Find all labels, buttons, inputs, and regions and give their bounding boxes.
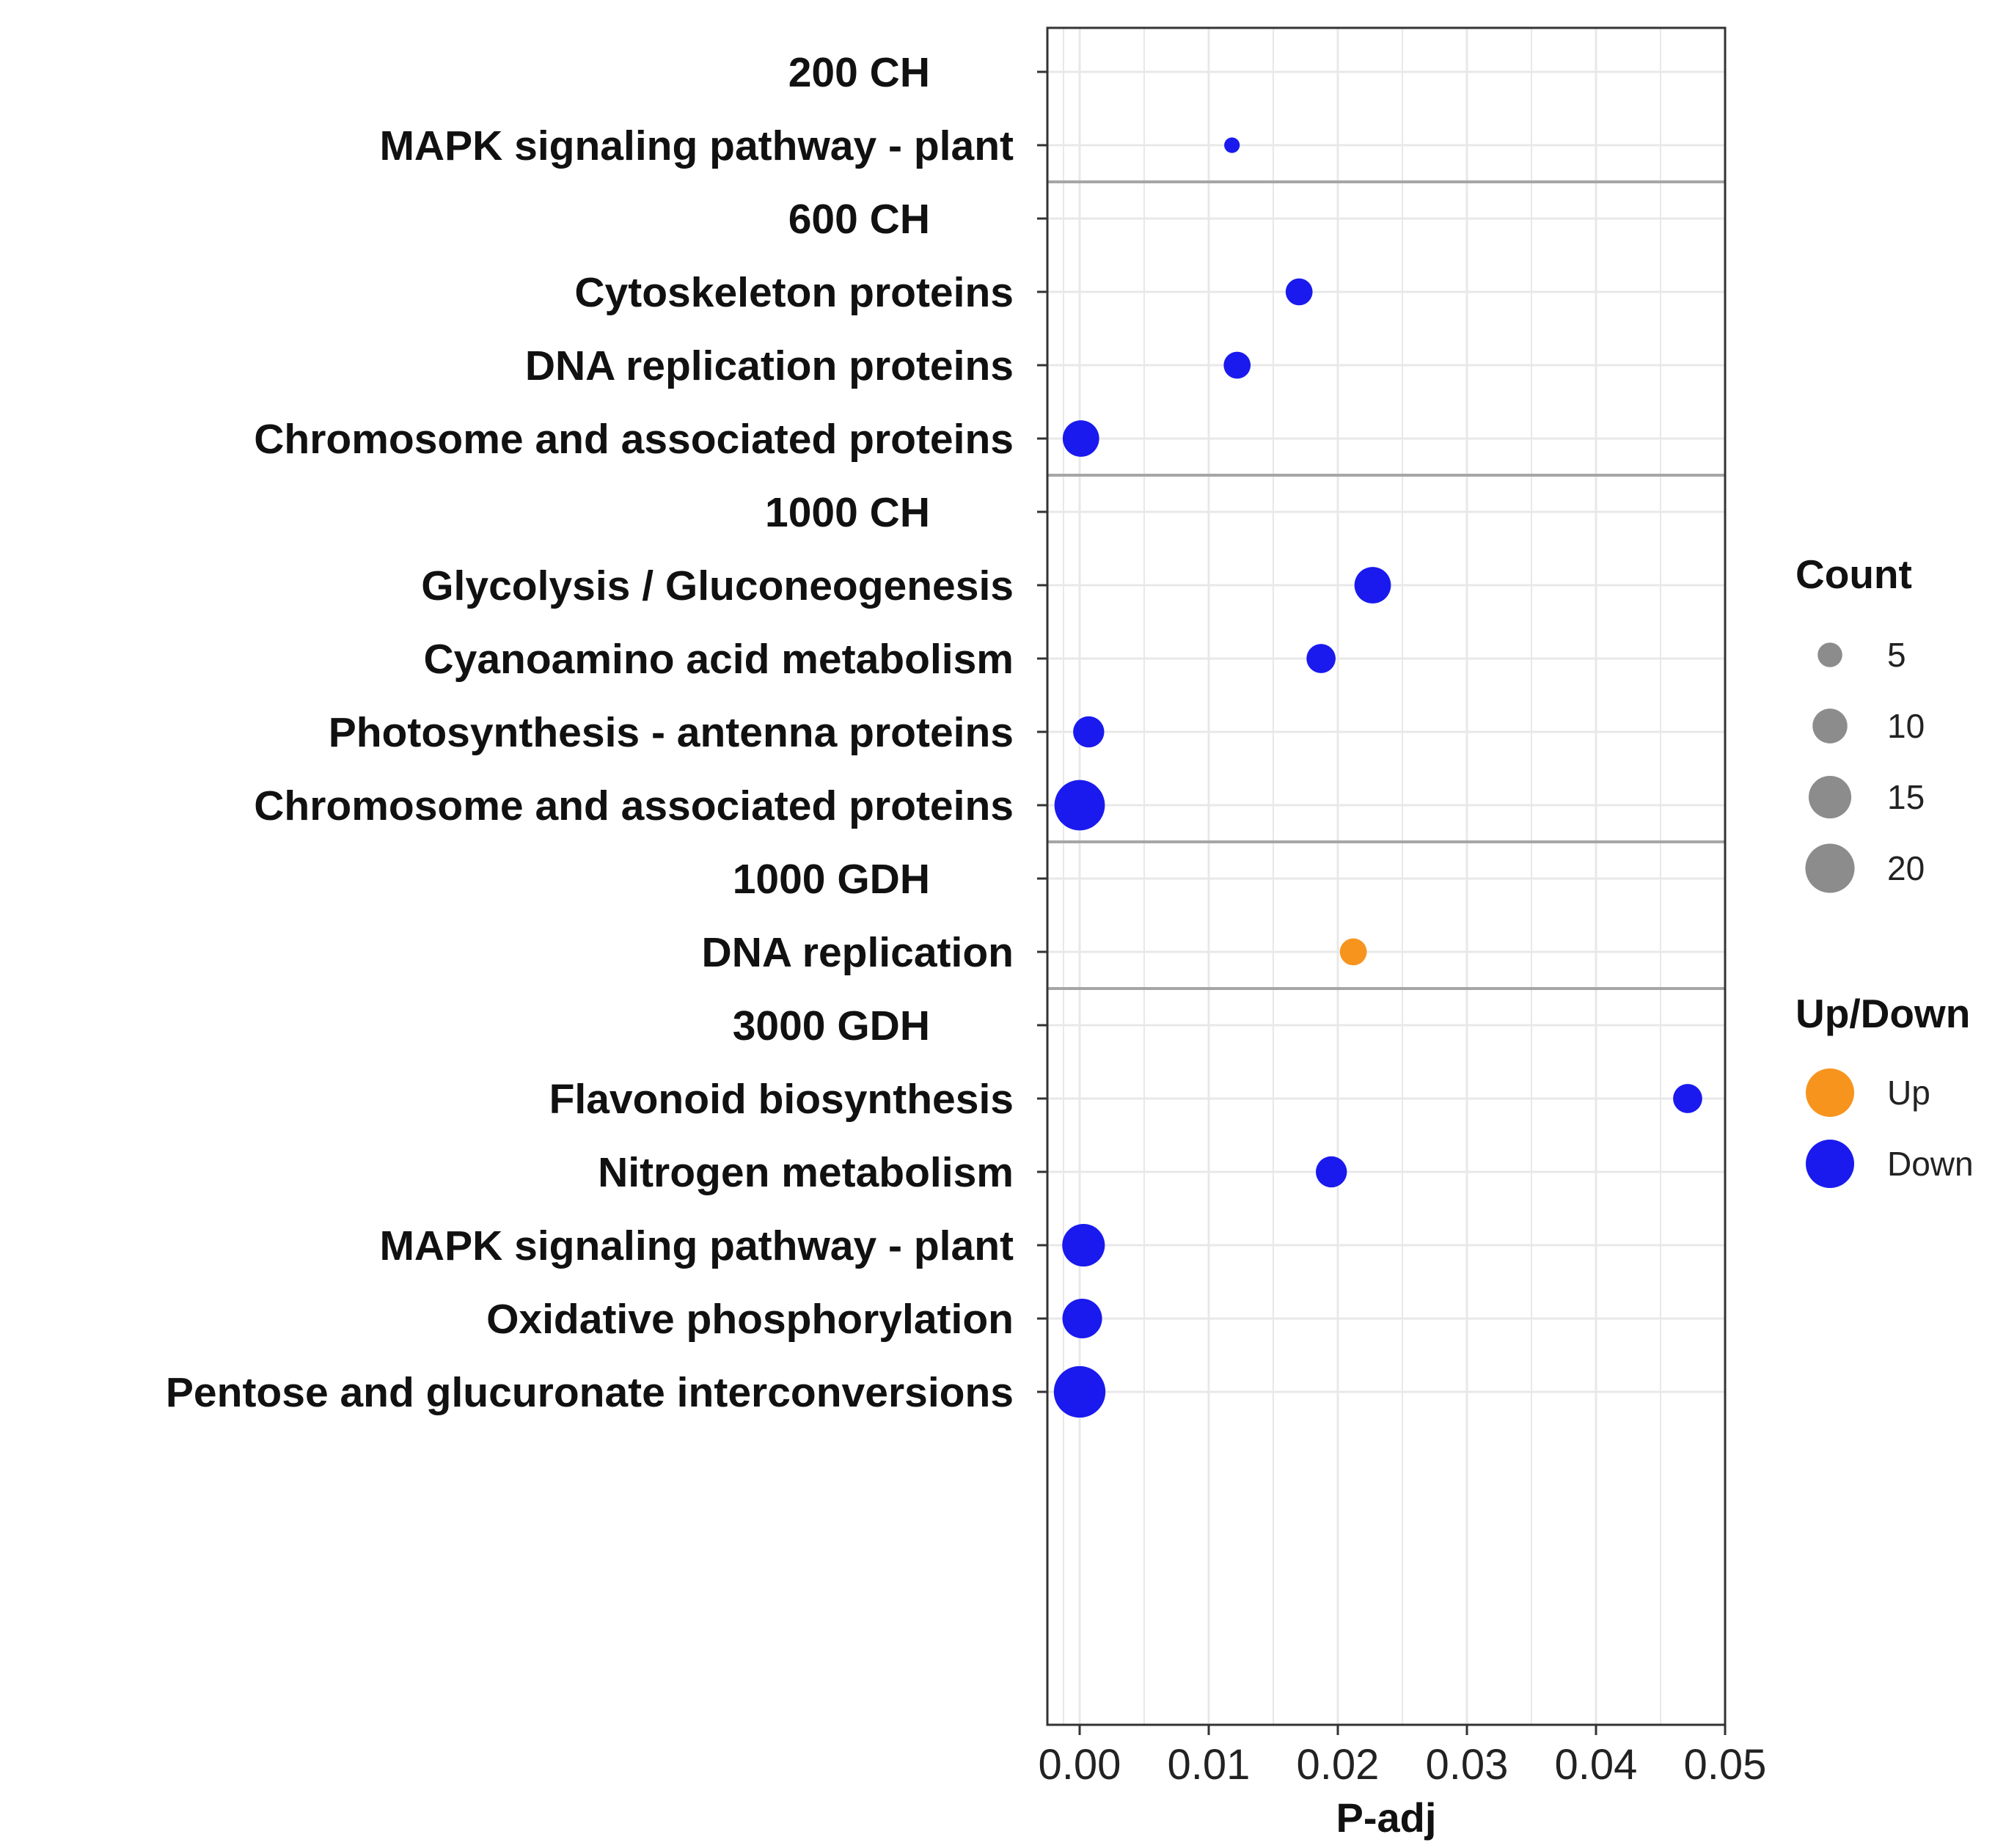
data-point-flavonoid-biosynthesis: [1673, 1084, 1702, 1113]
legend-count-swatch: [1808, 775, 1852, 819]
legend-direction-label: Up: [1887, 1074, 1930, 1112]
data-point-pentose-and-glucuronate-interconversions: [1053, 1365, 1106, 1418]
group-label: 1000 CH: [765, 489, 930, 536]
x-tick-label: 0.04: [1555, 1741, 1638, 1789]
pathway-label: DNA replication: [702, 929, 1014, 976]
data-point-cytoskeleton-proteins: [1285, 278, 1313, 306]
data-point-oxidative-phosphorylation: [1062, 1298, 1102, 1339]
legend-direction-label: Down: [1887, 1145, 1974, 1183]
legend-count-label: 20: [1887, 849, 1925, 887]
data-point-chromosome-and-associated-proteins: [1054, 780, 1105, 831]
y-axis-ticks: [1037, 70, 1047, 1393]
x-tick-label: 0.02: [1297, 1741, 1380, 1789]
data-point-chromosome-and-associated-proteins: [1062, 420, 1099, 457]
group-label: 600 CH: [788, 196, 930, 243]
pathway-label: Oxidative phosphorylation: [486, 1296, 1014, 1343]
legend-count-label: 5: [1887, 636, 1906, 674]
legend-count-swatch: [1812, 708, 1848, 744]
legend-count-swatch: [1818, 642, 1842, 667]
pathway-label: Pentose and glucuronate interconversions: [166, 1369, 1014, 1416]
legend-count-title: Count: [1795, 551, 1912, 597]
pathway-label: Nitrogen metabolism: [598, 1149, 1014, 1196]
data-point-photosynthesis-antenna-proteins: [1073, 716, 1105, 748]
x-tick-label: 0.00: [1039, 1741, 1121, 1789]
data-point-glycolysis-gluconeogenesis: [1354, 567, 1391, 604]
data-point-mapk-signaling-pathway-plant: [1224, 137, 1240, 153]
legend: Count 5 10 15 20 Up/Down Up Down: [1795, 551, 1974, 1188]
x-tick-label: 0.03: [1426, 1741, 1509, 1789]
x-tick-label: 0.01: [1168, 1741, 1251, 1789]
pathway-label: Cytoskeleton proteins: [574, 269, 1014, 316]
legend-count-swatch: [1805, 843, 1855, 893]
x-tick-label: 0.05: [1684, 1741, 1767, 1789]
pathway-label: Glycolysis / Gluconeogenesis: [421, 562, 1014, 609]
group-label: 3000 GDH: [733, 1002, 930, 1049]
panel-border: [1046, 26, 1727, 1726]
x-axis-ticks: 0.00 0.01 0.02 0.03 0.04 0.05: [1039, 1725, 1767, 1789]
pathway-label: Flavonoid biosynthesis: [549, 1076, 1014, 1123]
pathway-label: MAPK signaling pathway - plant: [379, 122, 1014, 169]
pathway-label: Photosynthesis - antenna proteins: [329, 709, 1014, 756]
data-point-cyanoamino-acid-metabolism: [1306, 644, 1336, 673]
legend-count-label: 15: [1887, 778, 1925, 816]
grid-lines: [1047, 28, 1727, 1725]
legend-direction-swatch-up: [1806, 1068, 1854, 1117]
pathway-label: MAPK signaling pathway - plant: [379, 1222, 1014, 1269]
pathway-label: DNA replication proteins: [525, 342, 1014, 389]
pathway-label: Cyanoamino acid metabolism: [423, 636, 1014, 683]
group-label: 200 CH: [788, 49, 930, 96]
x-axis-title: P-adj: [1336, 1794, 1437, 1841]
y-axis-labels: 200 CH MAPK signaling pathway - plant 600 …: [166, 49, 1014, 1416]
pathway-label: Chromosome and associated proteins: [254, 416, 1014, 463]
data-point-nitrogen-metabolism: [1315, 1156, 1347, 1188]
legend-direction-swatch-down: [1806, 1140, 1854, 1188]
data-points: [1053, 137, 1702, 1418]
pathway-label: Chromosome and associated proteins: [254, 782, 1014, 829]
legend-direction-title: Up/Down: [1795, 991, 1970, 1036]
data-point-dna-replication: [1339, 938, 1367, 966]
data-point-dna-replication-proteins: [1223, 351, 1251, 379]
legend-count-label: 10: [1887, 707, 1925, 745]
group-separators: [1047, 180, 1725, 990]
group-label: 1000 GDH: [733, 856, 930, 903]
data-point-mapk-signaling-pathway-plant: [1062, 1223, 1105, 1267]
